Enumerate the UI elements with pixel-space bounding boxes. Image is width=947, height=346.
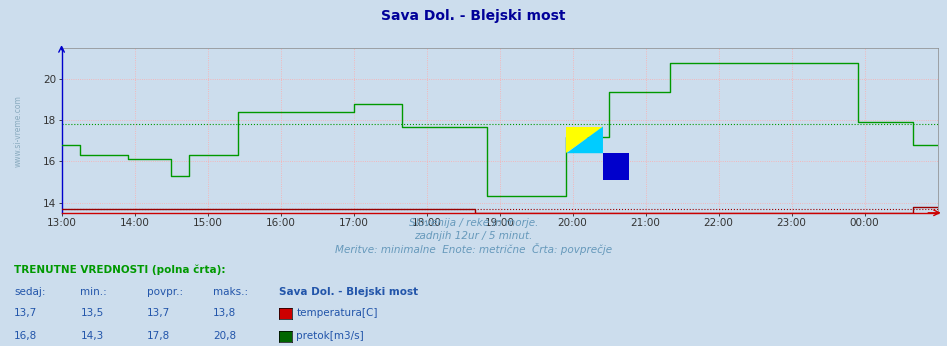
Text: 14,3: 14,3 <box>80 331 104 340</box>
Text: Slovenija / reke in morje.: Slovenija / reke in morje. <box>409 218 538 228</box>
Text: www.si-vreme.com: www.si-vreme.com <box>13 95 23 166</box>
Text: 20,8: 20,8 <box>213 331 236 340</box>
Text: sedaj:: sedaj: <box>14 288 45 297</box>
Text: temperatura[C]: temperatura[C] <box>296 308 378 318</box>
Text: Sava Dol. - Blejski most: Sava Dol. - Blejski most <box>279 288 419 297</box>
Text: 16,8: 16,8 <box>14 331 38 340</box>
Text: TRENUTNE VREDNOSTI (polna črta):: TRENUTNE VREDNOSTI (polna črta): <box>14 265 225 275</box>
Text: 13,7: 13,7 <box>147 308 170 318</box>
Bar <box>603 153 629 180</box>
Polygon shape <box>566 127 603 153</box>
Polygon shape <box>566 127 603 153</box>
Text: Meritve: minimalne  Enote: metrične  Črta: povprečje: Meritve: minimalne Enote: metrične Črta:… <box>335 244 612 255</box>
Text: zadnjih 12ur / 5 minut.: zadnjih 12ur / 5 minut. <box>415 231 532 241</box>
Text: povpr.:: povpr.: <box>147 288 183 297</box>
Text: min.:: min.: <box>80 288 107 297</box>
Text: Sava Dol. - Blejski most: Sava Dol. - Blejski most <box>382 9 565 22</box>
Text: pretok[m3/s]: pretok[m3/s] <box>296 331 365 340</box>
Text: 13,5: 13,5 <box>80 308 104 318</box>
Text: 17,8: 17,8 <box>147 331 170 340</box>
Text: maks.:: maks.: <box>213 288 248 297</box>
Text: 13,7: 13,7 <box>14 308 38 318</box>
Text: 13,8: 13,8 <box>213 308 237 318</box>
